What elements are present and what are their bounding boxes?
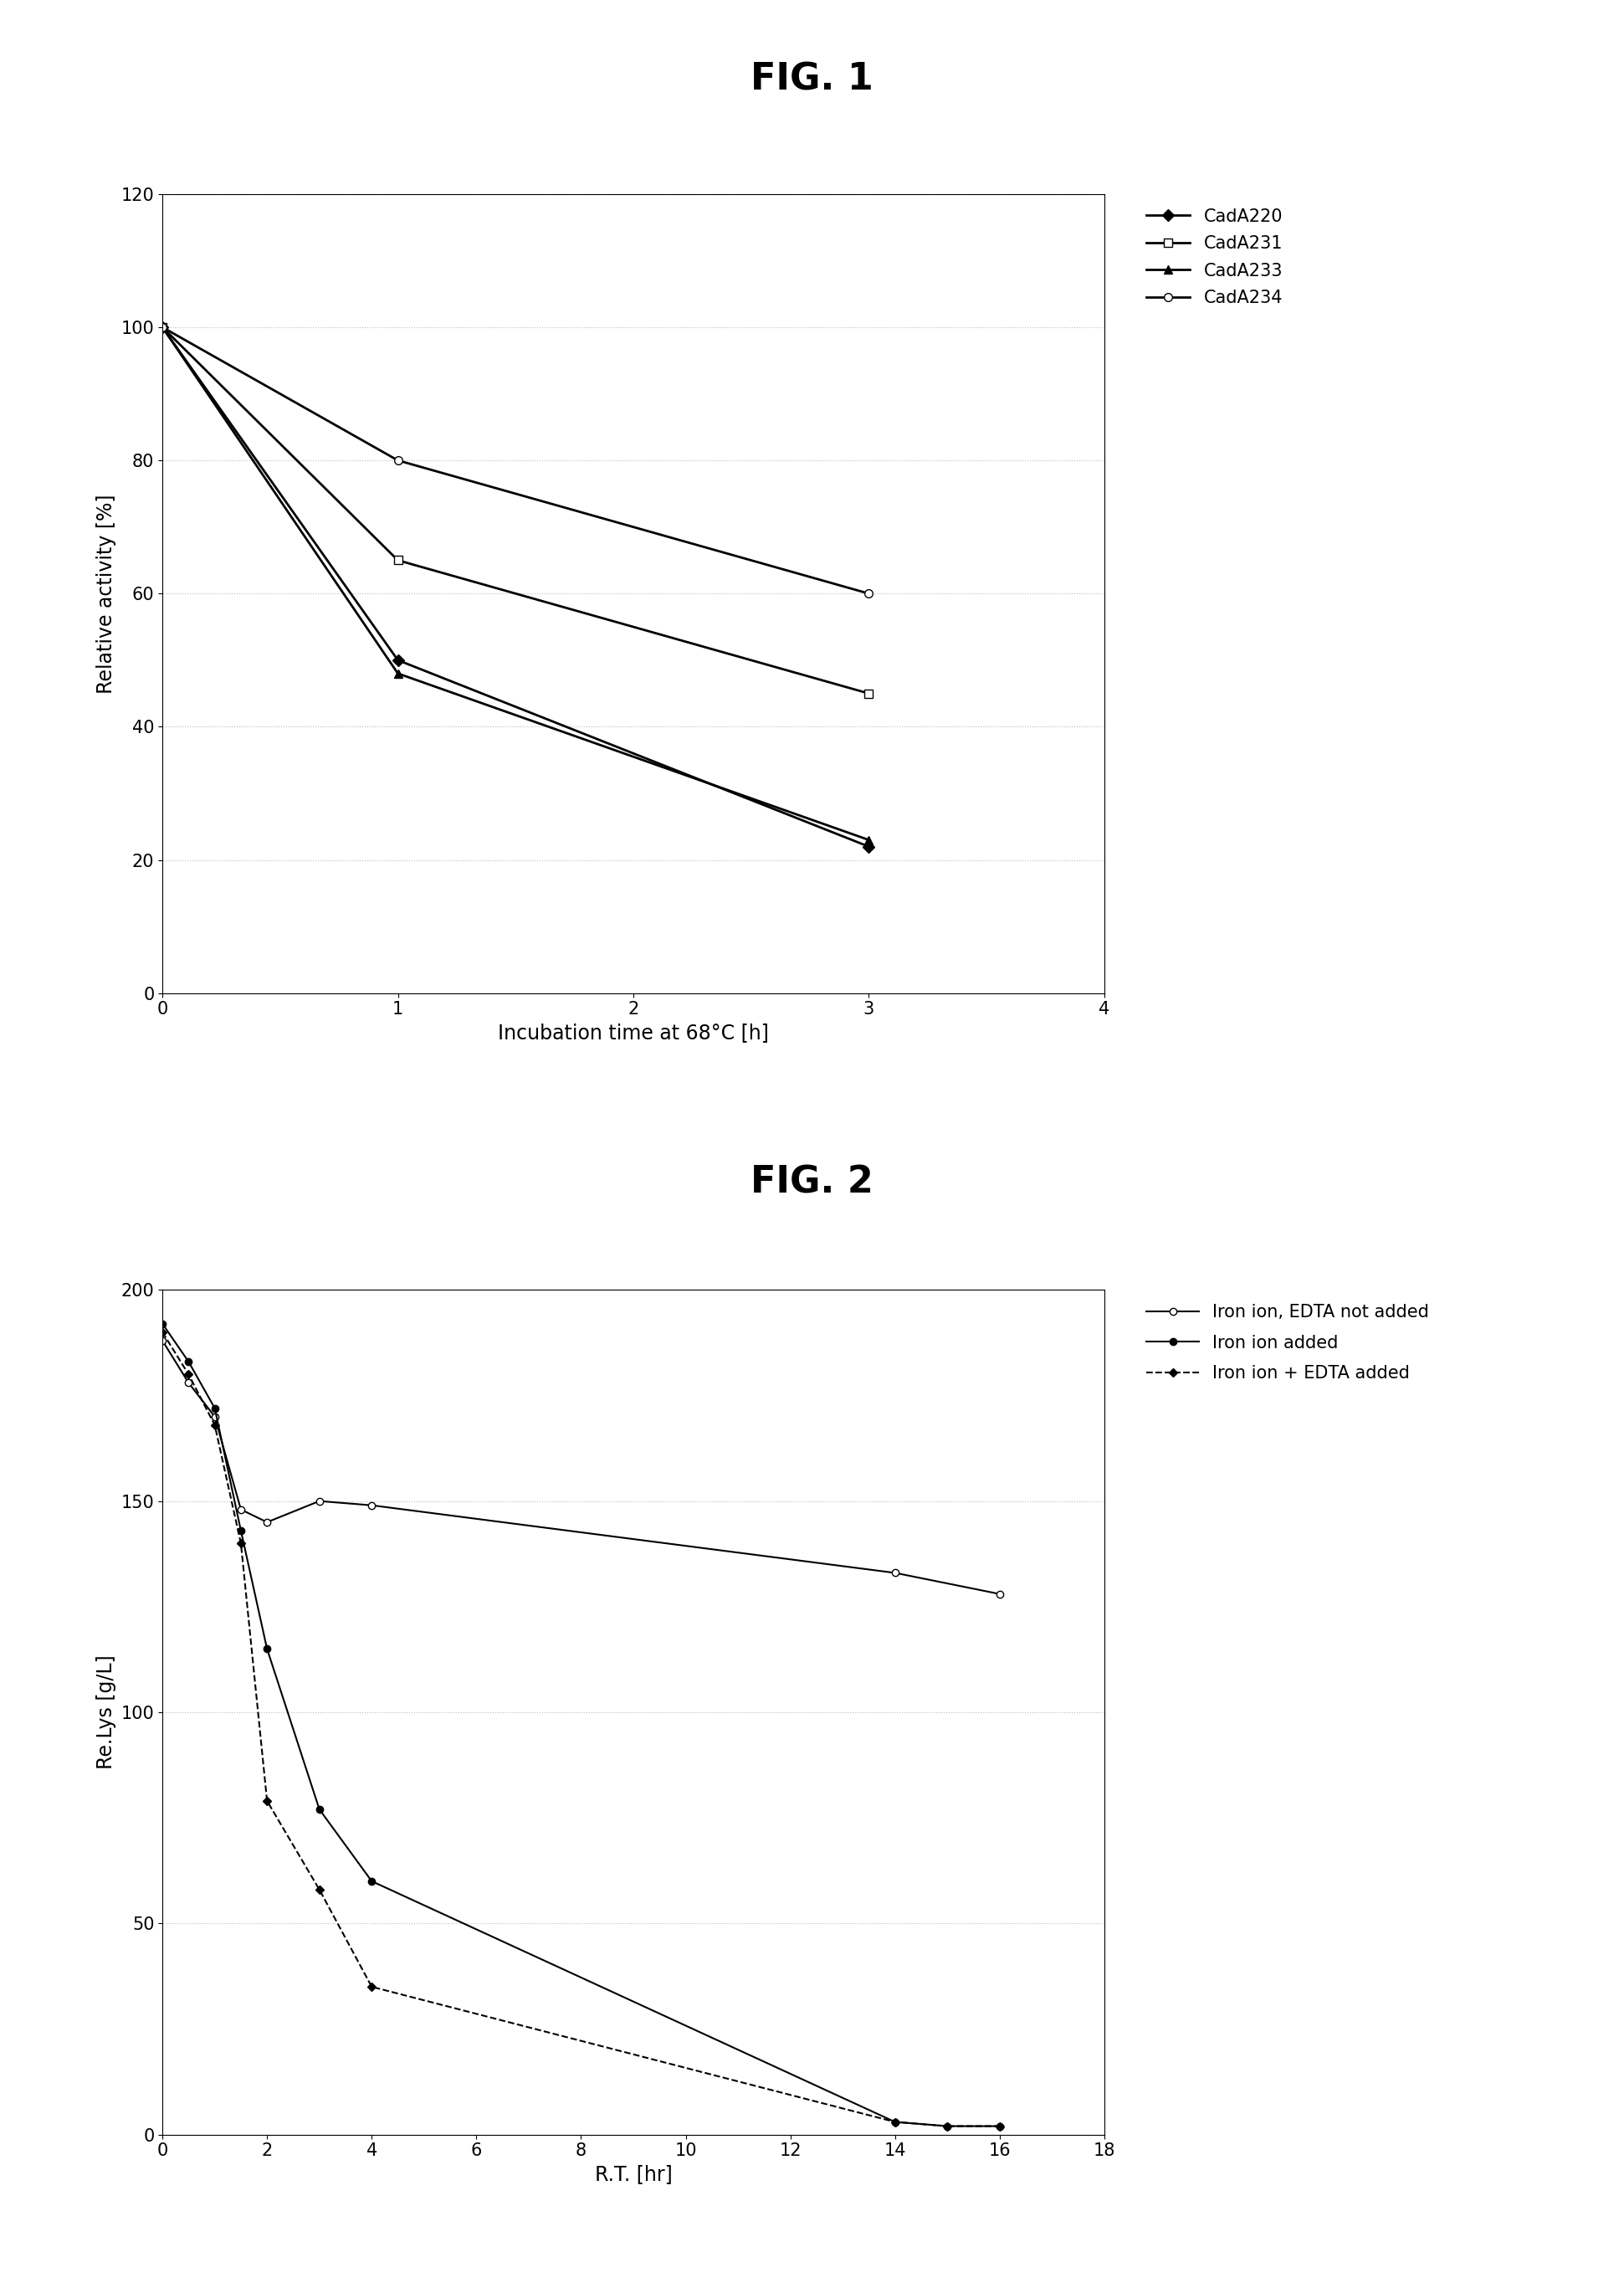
- Legend: CadA220, CadA231, CadA233, CadA234: CadA220, CadA231, CadA233, CadA234: [1142, 203, 1288, 310]
- CadA233: [388, 660, 408, 687]
- Iron ion added: [257, 1635, 276, 1662]
- Iron ion, EDTA not added: [362, 1491, 382, 1518]
- CadA234: [388, 447, 408, 475]
- Y-axis label: Relative activity [%]: Relative activity [%]: [96, 493, 117, 694]
- Iron ion, EDTA not added: [153, 1326, 172, 1354]
- Iron ion, EDTA not added: [205, 1402, 224, 1429]
- Line: Iron ion, EDTA not added: Iron ion, EDTA not added: [159, 1338, 1004, 1598]
- Y-axis label: Re.Lys [g/L]: Re.Lys [g/L]: [96, 1655, 117, 1769]
- Iron ion + EDTA added: [179, 1361, 198, 1388]
- CadA233: [859, 826, 879, 854]
- Iron ion, EDTA not added: [885, 1559, 905, 1587]
- Iron ion + EDTA added: [991, 2112, 1010, 2139]
- Iron ion + EDTA added: [937, 2112, 957, 2139]
- Iron ion + EDTA added: [885, 2107, 905, 2135]
- CadA234: [153, 313, 172, 340]
- Text: FIG. 1: FIG. 1: [750, 62, 874, 98]
- X-axis label: R.T. [hr]: R.T. [hr]: [594, 2164, 672, 2185]
- Iron ion added: [231, 1516, 250, 1543]
- Iron ion, EDTA not added: [231, 1495, 250, 1523]
- Iron ion added: [991, 2112, 1010, 2139]
- Line: CadA233: CadA233: [158, 324, 874, 845]
- CadA233: [153, 313, 172, 340]
- Line: Iron ion added: Iron ion added: [159, 1320, 1004, 2130]
- Iron ion added: [179, 1347, 198, 1374]
- CadA231: [153, 313, 172, 340]
- Iron ion + EDTA added: [310, 1877, 330, 1904]
- Text: FIG. 2: FIG. 2: [750, 1164, 874, 1201]
- Iron ion + EDTA added: [362, 1973, 382, 2000]
- Line: CadA231: CadA231: [158, 324, 874, 699]
- Iron ion added: [310, 1797, 330, 1824]
- Iron ion added: [153, 1310, 172, 1338]
- Iron ion added: [205, 1395, 224, 1422]
- CadA220: [153, 313, 172, 340]
- CadA231: [859, 680, 879, 708]
- Iron ion, EDTA not added: [179, 1370, 198, 1397]
- Line: CadA234: CadA234: [158, 324, 874, 598]
- Iron ion, EDTA not added: [991, 1580, 1010, 1607]
- X-axis label: Incubation time at 68°C [h]: Incubation time at 68°C [h]: [499, 1023, 768, 1043]
- Line: Iron ion + EDTA added: Iron ion + EDTA added: [159, 1329, 1002, 2130]
- CadA231: [388, 546, 408, 573]
- Iron ion, EDTA not added: [257, 1509, 276, 1536]
- Iron ion added: [362, 1867, 382, 1895]
- Iron ion added: [937, 2112, 957, 2139]
- Iron ion, EDTA not added: [310, 1489, 330, 1516]
- Line: CadA220: CadA220: [158, 324, 874, 852]
- Iron ion + EDTA added: [205, 1411, 224, 1438]
- Iron ion + EDTA added: [153, 1317, 172, 1345]
- Legend: Iron ion, EDTA not added, Iron ion added, Iron ion + EDTA added: Iron ion, EDTA not added, Iron ion added…: [1142, 1299, 1434, 1388]
- CadA220: [859, 833, 879, 861]
- Iron ion + EDTA added: [257, 1788, 276, 1815]
- CadA220: [388, 646, 408, 673]
- CadA234: [859, 580, 879, 607]
- Iron ion added: [885, 2107, 905, 2135]
- Iron ion + EDTA added: [231, 1530, 250, 1557]
